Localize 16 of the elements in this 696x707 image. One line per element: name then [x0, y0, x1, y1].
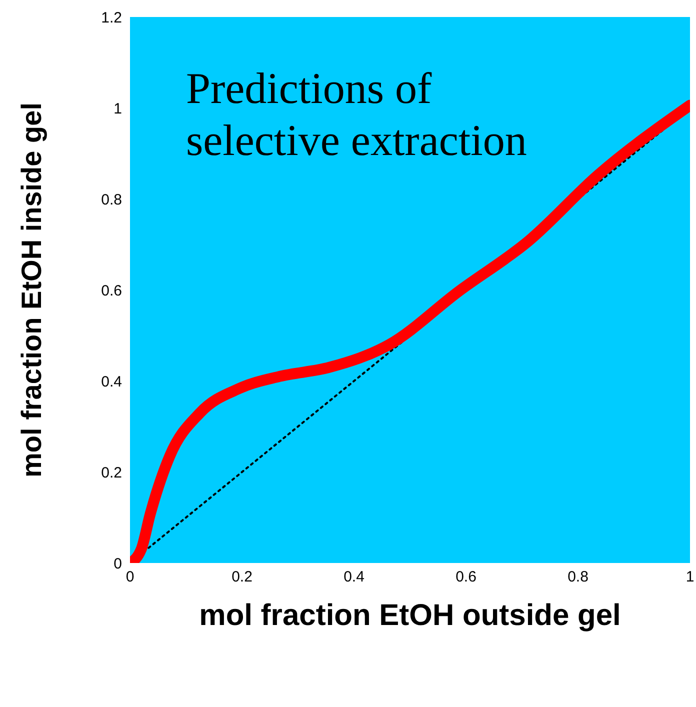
y-tick-label: 0.4 [101, 373, 122, 390]
text: Predictions of selective extraction [186, 63, 528, 167]
x-tick-label: 1 [686, 568, 694, 586]
y-tick-label: 0.8 [101, 191, 122, 208]
x-tick-label: 0.8 [568, 568, 588, 586]
x-tick-label: 0.4 [344, 568, 364, 586]
y-tick-label: 1.2 [101, 9, 122, 26]
y-tick-label: 0 [114, 555, 122, 572]
y-tick-label: 0.2 [101, 464, 122, 482]
y-tick-label: 1 [114, 100, 122, 118]
x-tick-label: 0.2 [232, 568, 252, 586]
y-tick-label: 0.6 [101, 282, 122, 300]
x-tick-label: 0 [126, 568, 134, 586]
x-tick-label: 0.6 [456, 568, 476, 586]
y-axis-title: mol fraction EtOH inside gel [16, 102, 48, 478]
x-axis-title: mol fraction EtOH outside gel [198, 598, 622, 634]
